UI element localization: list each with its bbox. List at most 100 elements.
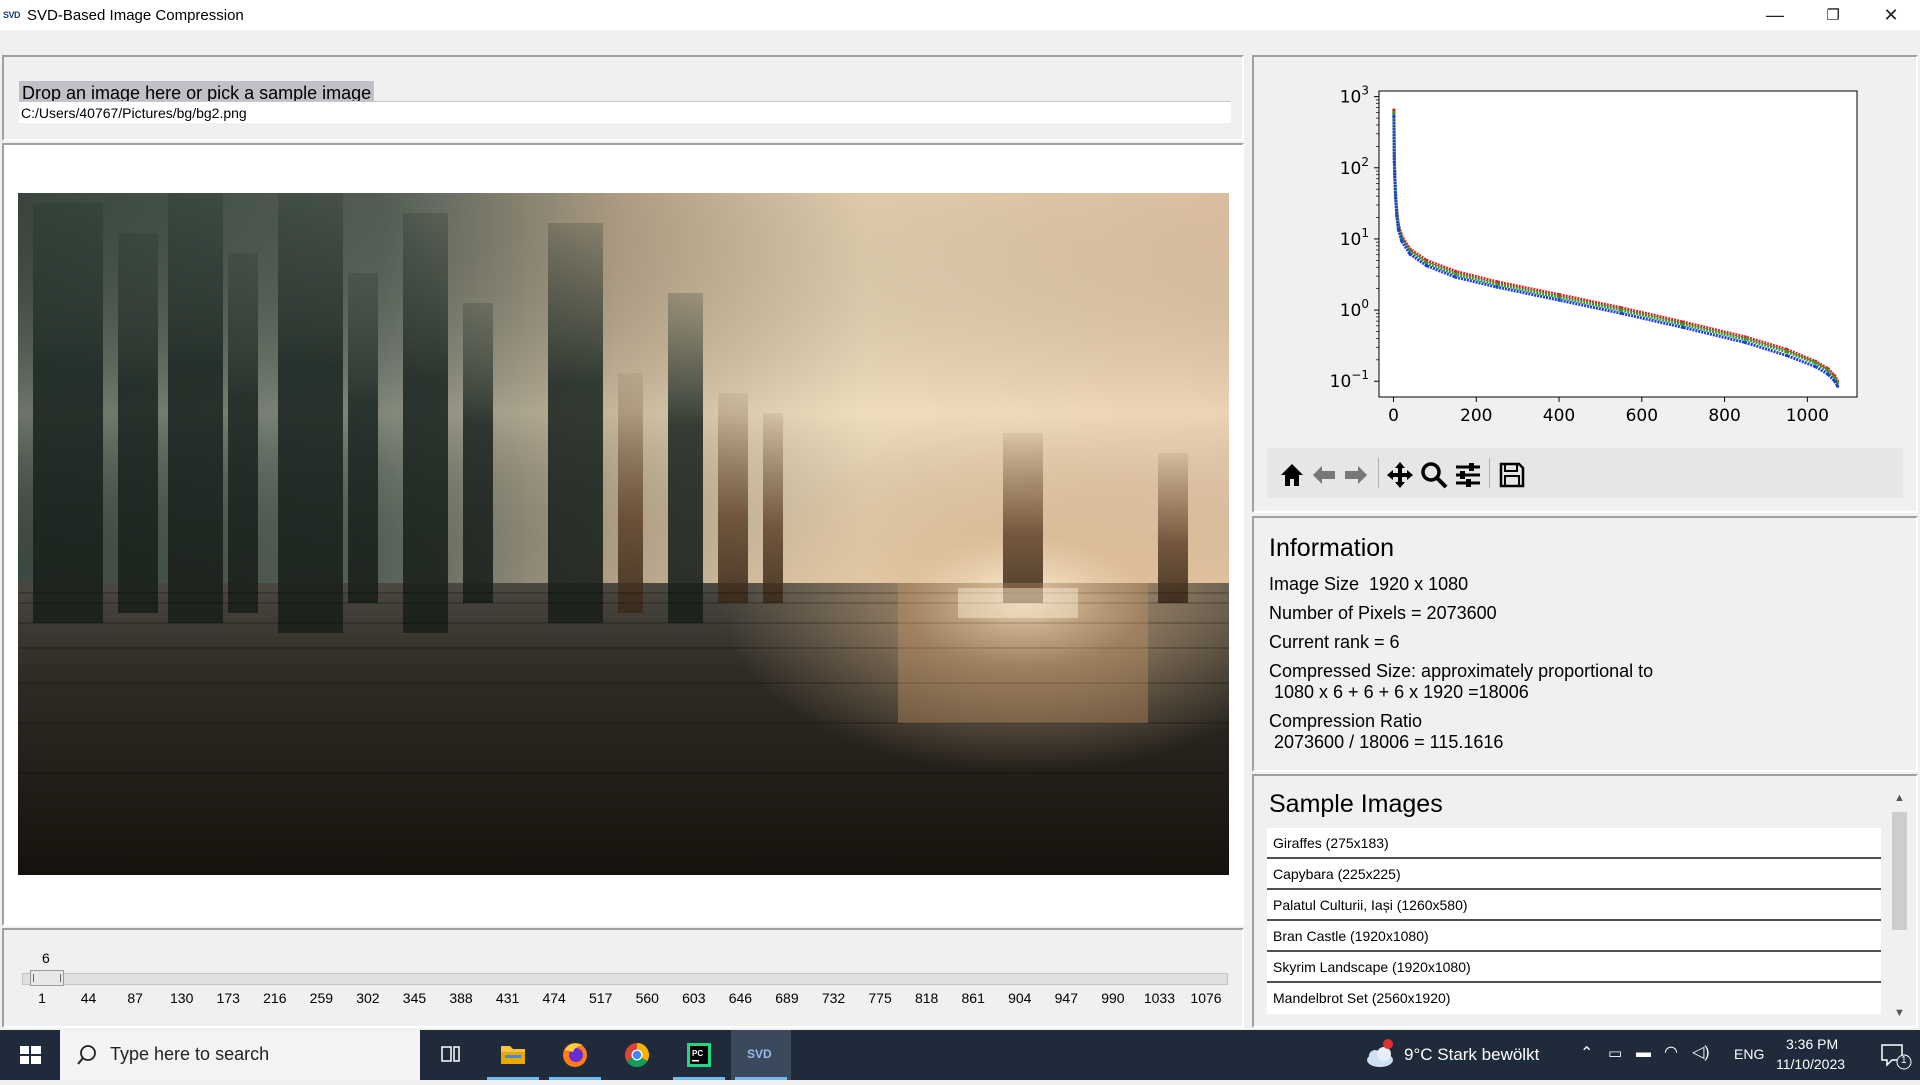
sample-item-bran-castle[interactable]: Bran Castle (1920x1080) xyxy=(1267,921,1881,952)
firefox-icon[interactable] xyxy=(545,1030,605,1080)
weather-text[interactable]: 9°C Stark bewölkt xyxy=(1404,1045,1540,1064)
wifi-icon[interactable]: ◠ xyxy=(1664,1044,1678,1061)
slider-tick-label: 646 xyxy=(728,990,753,1006)
restore-button[interactable]: ❐ xyxy=(1826,7,1840,24)
zoom-icon[interactable] xyxy=(1419,460,1449,490)
scrollbar-thumb[interactable] xyxy=(1892,812,1907,930)
close-button[interactable]: ✕ xyxy=(1883,4,1899,25)
weather-icon[interactable] xyxy=(1360,1030,1400,1080)
meet-now-icon[interactable]: ▭ xyxy=(1608,1045,1623,1062)
rank-slider-track[interactable] xyxy=(22,973,1228,985)
sample-item-palatul-culturii[interactable]: Palatul Culturii, Iași (1260x580) xyxy=(1267,890,1881,921)
chart-panel: 0 200 400 600 800 1000 10−1 100 101 102 103 xyxy=(1252,55,1918,513)
svd-app-label: SVD xyxy=(747,1047,772,1061)
data-point xyxy=(1743,340,1747,345)
home-icon[interactable] xyxy=(1277,460,1307,490)
windows-start-icon[interactable] xyxy=(0,1030,60,1080)
slider-tick-labels: 1 44 87 130 173 216 259 302 345 388 431 474 517 560 60… xyxy=(4,990,1244,1010)
data-point xyxy=(1453,272,1458,276)
clock-date[interactable]: 11/10/2023 xyxy=(1776,1056,1846,1072)
taskbar-search-box[interactable]: Type here to search xyxy=(60,1030,420,1080)
slider-tick-label: 947 xyxy=(1054,990,1078,1006)
data-point xyxy=(1557,292,1561,297)
slider-tick-label: 904 xyxy=(1008,990,1032,1006)
slider-tick-label: 603 xyxy=(682,990,706,1006)
task-view-icon[interactable] xyxy=(420,1030,480,1080)
x-tick-label: 600 xyxy=(1626,406,1658,426)
battery-icon[interactable]: ▬ xyxy=(1636,1044,1651,1061)
compression-ratio-label: Compression Ratio xyxy=(1269,711,1423,731)
data-point xyxy=(1393,175,1397,179)
data-point xyxy=(1495,285,1499,289)
sample-item-mandelbrot-set[interactable]: Mandelbrot Set (2560x1920) xyxy=(1267,983,1881,1014)
slider-tick-label: 216 xyxy=(263,990,287,1006)
notification-count: 1 xyxy=(1901,1055,1907,1066)
compressed-size-formula: 1080 x 6 + 6 + 6 x 1920 =18006 xyxy=(1269,682,1529,702)
slider-tick-label: 87 xyxy=(127,990,143,1006)
data-point xyxy=(1557,298,1561,302)
sample-list-scrollbar[interactable]: ▲ ▼ xyxy=(1891,790,1908,1022)
singular-values-chart: 0 200 400 600 800 1000 10−1 100 101 102 103 xyxy=(1330,84,1858,426)
tray-chevron-icon[interactable]: ⌃ xyxy=(1580,1045,1594,1062)
data-point xyxy=(1826,369,1830,373)
image-preview-panel xyxy=(2,143,1244,926)
search-icon xyxy=(77,1045,96,1065)
sample-item-giraffes[interactable]: Giraffes (275x183) xyxy=(1267,828,1881,859)
y-tick-label: 103 xyxy=(1340,84,1369,108)
data-point xyxy=(1833,379,1837,383)
slider-tick-label: 990 xyxy=(1101,990,1125,1006)
slider-tick-label: 431 xyxy=(495,990,520,1006)
volume-icon[interactable]: ◁) xyxy=(1692,1044,1710,1061)
forward-arrow-icon[interactable] xyxy=(1341,460,1371,490)
data-point xyxy=(1495,280,1499,284)
x-tick-label: 400 xyxy=(1543,406,1575,426)
data-point xyxy=(1396,228,1401,232)
data-point xyxy=(1814,365,1818,369)
toolbar-separator xyxy=(1489,458,1490,488)
active-indicator xyxy=(673,1077,725,1080)
title-bar: SVD SVD-Based Image Compression — ❐ ✕ xyxy=(0,0,1920,30)
slider-tick-label: 1 xyxy=(38,990,46,1006)
slider-tick-label: 689 xyxy=(775,990,799,1006)
minimize-button[interactable]: — xyxy=(1766,4,1784,25)
x-tick-label: 1000 xyxy=(1786,406,1829,426)
rank-slider-panel: 6 1 44 87 130 173 216 259 302 345 388 431 474 517 560… xyxy=(2,928,1244,1028)
data-point xyxy=(1785,353,1789,358)
language-indicator[interactable]: ENG xyxy=(1734,1046,1765,1062)
clock-time[interactable]: 3:36 PM xyxy=(1786,1036,1839,1052)
taskbar: Type here to search PC SVD 9°C Stark bew… xyxy=(0,1030,1920,1080)
image-size-text: Image Size 1920 x 1080 xyxy=(1269,574,1469,594)
pan-icon[interactable] xyxy=(1385,460,1415,490)
data-point xyxy=(1395,214,1399,218)
active-indicator xyxy=(487,1077,539,1080)
pycharm-icon[interactable]: PC xyxy=(669,1030,729,1080)
data-point xyxy=(1826,372,1830,376)
chrome-icon[interactable] xyxy=(607,1030,667,1080)
data-point xyxy=(1557,295,1561,299)
window-title: SVD-Based Image Compression xyxy=(27,6,244,24)
rank-slider-handle[interactable] xyxy=(30,970,64,986)
data-point xyxy=(1424,264,1429,268)
file-explorer-icon[interactable] xyxy=(483,1030,543,1080)
scroll-up-icon[interactable]: ▲ xyxy=(1894,792,1905,804)
slider-tick-label: 560 xyxy=(635,990,659,1006)
slider-current-value: 6 xyxy=(42,950,50,966)
sample-item-skyrim-landscape[interactable]: Skyrim Landscape (1920x1080) xyxy=(1267,952,1881,983)
svd-app-taskbar-icon[interactable]: SVD xyxy=(731,1030,791,1080)
matplotlib-toolbar xyxy=(1267,448,1903,498)
slider-tick-label: 474 xyxy=(542,990,566,1006)
compression-ratio-value: 2073600 / 18006 = 115.1616 xyxy=(1269,732,1504,752)
active-indicator xyxy=(735,1077,787,1080)
y-tick-label: 102 xyxy=(1340,155,1369,179)
notification-center-icon[interactable]: 1 xyxy=(1866,1030,1920,1080)
sample-item-capybara[interactable]: Capybara (225x225) xyxy=(1267,859,1881,890)
scroll-down-icon[interactable]: ▼ xyxy=(1894,1007,1905,1019)
back-arrow-icon[interactable] xyxy=(1309,460,1339,490)
app-icon: SVD xyxy=(3,10,21,20)
image-path-field[interactable] xyxy=(19,101,1231,123)
slider-tick-label: 775 xyxy=(868,990,892,1006)
compressed-size-label: Compressed Size: approximately proportio… xyxy=(1269,661,1654,681)
data-point xyxy=(1743,337,1747,341)
save-icon[interactable] xyxy=(1497,460,1527,490)
configure-subplots-icon[interactable] xyxy=(1453,460,1483,490)
